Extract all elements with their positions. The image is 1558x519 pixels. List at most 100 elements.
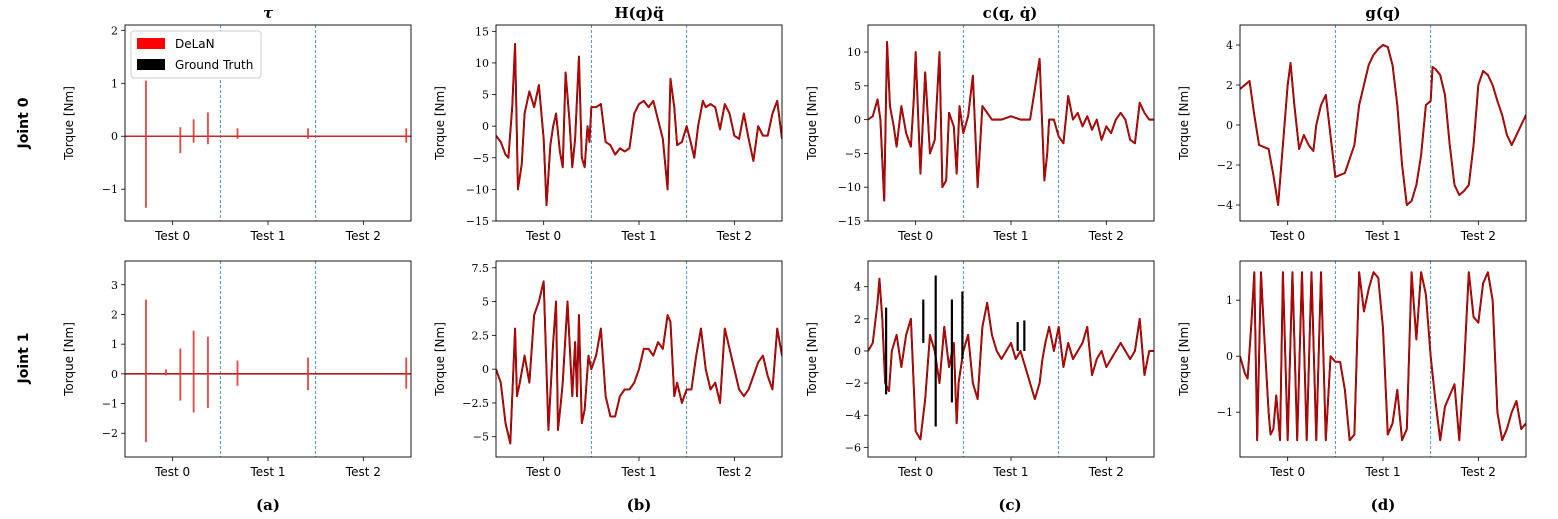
y-axis-label: Torque [Nm]	[805, 86, 819, 161]
y-axis-label: Torque [Nm]	[1177, 86, 1191, 161]
panel-letter-c: (c)	[998, 496, 1021, 514]
plot-area	[496, 43, 782, 207]
x-tick-label: Test 2	[345, 229, 381, 243]
y-axis-label: Torque [Nm]	[433, 322, 447, 397]
column-title-tau: τ	[263, 4, 274, 22]
y-tick-label: 2.5	[472, 329, 490, 342]
y-tick-label: 4	[854, 281, 861, 294]
y-tick-label: −15	[838, 215, 861, 228]
y-tick-label: 5	[482, 89, 489, 102]
x-tick-label: Test 2	[716, 229, 752, 243]
ground-truth-line	[496, 43, 782, 207]
axes-frame	[495, 24, 783, 222]
y-tick-label: 10	[475, 57, 489, 70]
plot-area	[496, 280, 782, 445]
plot-area	[868, 40, 1154, 202]
chart-panel-r0c1: −15 −10 −5 0 5 10 15 Test 0 Test 1 Test 2 Torque […	[433, 24, 783, 243]
y-tick-label: 0	[482, 363, 489, 376]
y-tick-label: 1	[1226, 294, 1233, 307]
row-label-joint-0: Joint 0	[16, 97, 32, 149]
chart-panel-r1c2: −6 −4 −2 0 2 4 Test 0 Test 1 Test 2 Torque [Nm]	[805, 260, 1155, 479]
x-tick-label: Test 0	[1269, 229, 1305, 243]
axes-frame	[495, 260, 783, 458]
x-tick-label: Test 1	[992, 465, 1028, 479]
legend-label-ground-truth: Ground Truth	[175, 58, 253, 72]
x-tick-label: Test 0	[525, 229, 561, 243]
x-tick-label: Test 1	[1364, 465, 1400, 479]
y-tick-label: −2	[102, 427, 118, 440]
chart-panel-r0c0: −1 0 1 2 Test 0 Test 1 Test 2 Torque [Nm]	[62, 24, 412, 243]
chart-panel-r1c0: −2 −1 0 1 2 3 Test 0 Test 1 Test 2 Torque [Nm]	[62, 260, 412, 479]
y-tick-label: −4	[845, 409, 861, 422]
x-tick-label: Test 2	[1460, 229, 1496, 243]
column-title-inertia: H(q)q̈	[614, 4, 664, 22]
plot-area	[868, 275, 1154, 441]
y-tick-label: 1	[111, 77, 118, 90]
y-tick-label: −1	[102, 183, 118, 196]
plot-area	[125, 299, 411, 443]
x-tick-label: Test 1	[249, 229, 285, 243]
legend-swatch-ground-truth	[137, 59, 165, 70]
legend: DeLaN Ground Truth	[130, 30, 262, 79]
x-tick-label: Test 2	[1088, 465, 1124, 479]
ground-truth-line	[1240, 44, 1526, 206]
axes-frame	[124, 260, 412, 458]
ground-truth-line	[496, 280, 782, 445]
y-tick-label: −1	[1217, 406, 1233, 419]
x-tick-label: Test 0	[897, 465, 933, 479]
y-tick-label: 0	[1226, 119, 1233, 132]
column-title-gravity: g(q)	[1365, 4, 1400, 22]
y-axis-label: Torque [Nm]	[62, 322, 76, 397]
x-tick-label: Test 2	[1088, 229, 1124, 243]
y-tick-label: −5	[473, 152, 489, 165]
legend-swatch-delan	[137, 38, 165, 49]
x-tick-label: Test 1	[992, 229, 1028, 243]
y-tick-label: −5	[473, 431, 489, 444]
y-tick-label: −2	[845, 377, 861, 390]
y-tick-label: 0	[854, 114, 861, 127]
y-tick-label: 7.5	[472, 262, 490, 275]
y-tick-label: 0	[111, 130, 118, 143]
x-tick-label: Test 1	[620, 465, 656, 479]
plot-area	[125, 80, 411, 208]
panel-letter-b: (b)	[627, 496, 652, 514]
y-tick-label: 10	[847, 46, 861, 59]
y-tick-label: 0	[854, 345, 861, 358]
x-tick-label: Test 1	[620, 229, 656, 243]
panel-letter-a: (a)	[256, 496, 280, 514]
y-tick-label: 0	[1226, 350, 1233, 363]
y-tick-label: 3	[111, 279, 118, 292]
chart-panel-r0c2: −15 −10 −5 0 5 10 Test 0 Test 1 Test 2 Torque [Nm…	[805, 24, 1155, 243]
chart-panel-r1c1: −5 −2.5 0 2.5 5 7.5 Test 0 Test 1 Test 2 Torque […	[433, 260, 783, 479]
y-tick-label: −2	[1217, 159, 1233, 172]
x-tick-label: Test 0	[154, 465, 190, 479]
y-tick-label: −6	[845, 441, 861, 454]
plot-area	[1240, 271, 1526, 442]
y-tick-label: 0	[111, 368, 118, 381]
y-tick-label: −10	[466, 183, 489, 196]
x-tick-label: Test 2	[716, 465, 752, 479]
y-tick-label: 15	[475, 25, 489, 38]
column-title-coriolis: c(q, q̇)	[983, 4, 1038, 22]
y-tick-label: −1	[102, 398, 118, 411]
y-tick-label: 2	[111, 24, 118, 37]
chart-panel-r1c3: −1 0 1 Test 0 Test 1 Test 2 Torque [Nm]	[1177, 260, 1527, 479]
panel-letter-d: (d)	[1371, 496, 1396, 514]
y-tick-label: −10	[838, 181, 861, 194]
delan-line	[496, 43, 782, 206]
legend-label-delan: DeLaN	[175, 37, 215, 51]
y-tick-label: −15	[466, 215, 489, 228]
x-tick-label: Test 0	[154, 229, 190, 243]
y-tick-label: 1	[111, 338, 118, 351]
delan-line	[1240, 271, 1526, 441]
y-tick-label: 2	[111, 308, 118, 321]
ground-truth-line	[868, 40, 1154, 202]
x-tick-label: Test 1	[1364, 229, 1400, 243]
y-axis-label: Torque [Nm]	[805, 322, 819, 397]
y-tick-label: 5	[482, 296, 489, 309]
x-tick-label: Test 2	[345, 465, 381, 479]
y-tick-label: 2	[1226, 79, 1233, 92]
y-tick-label: −5	[845, 147, 861, 160]
y-tick-label: 0	[482, 120, 489, 133]
